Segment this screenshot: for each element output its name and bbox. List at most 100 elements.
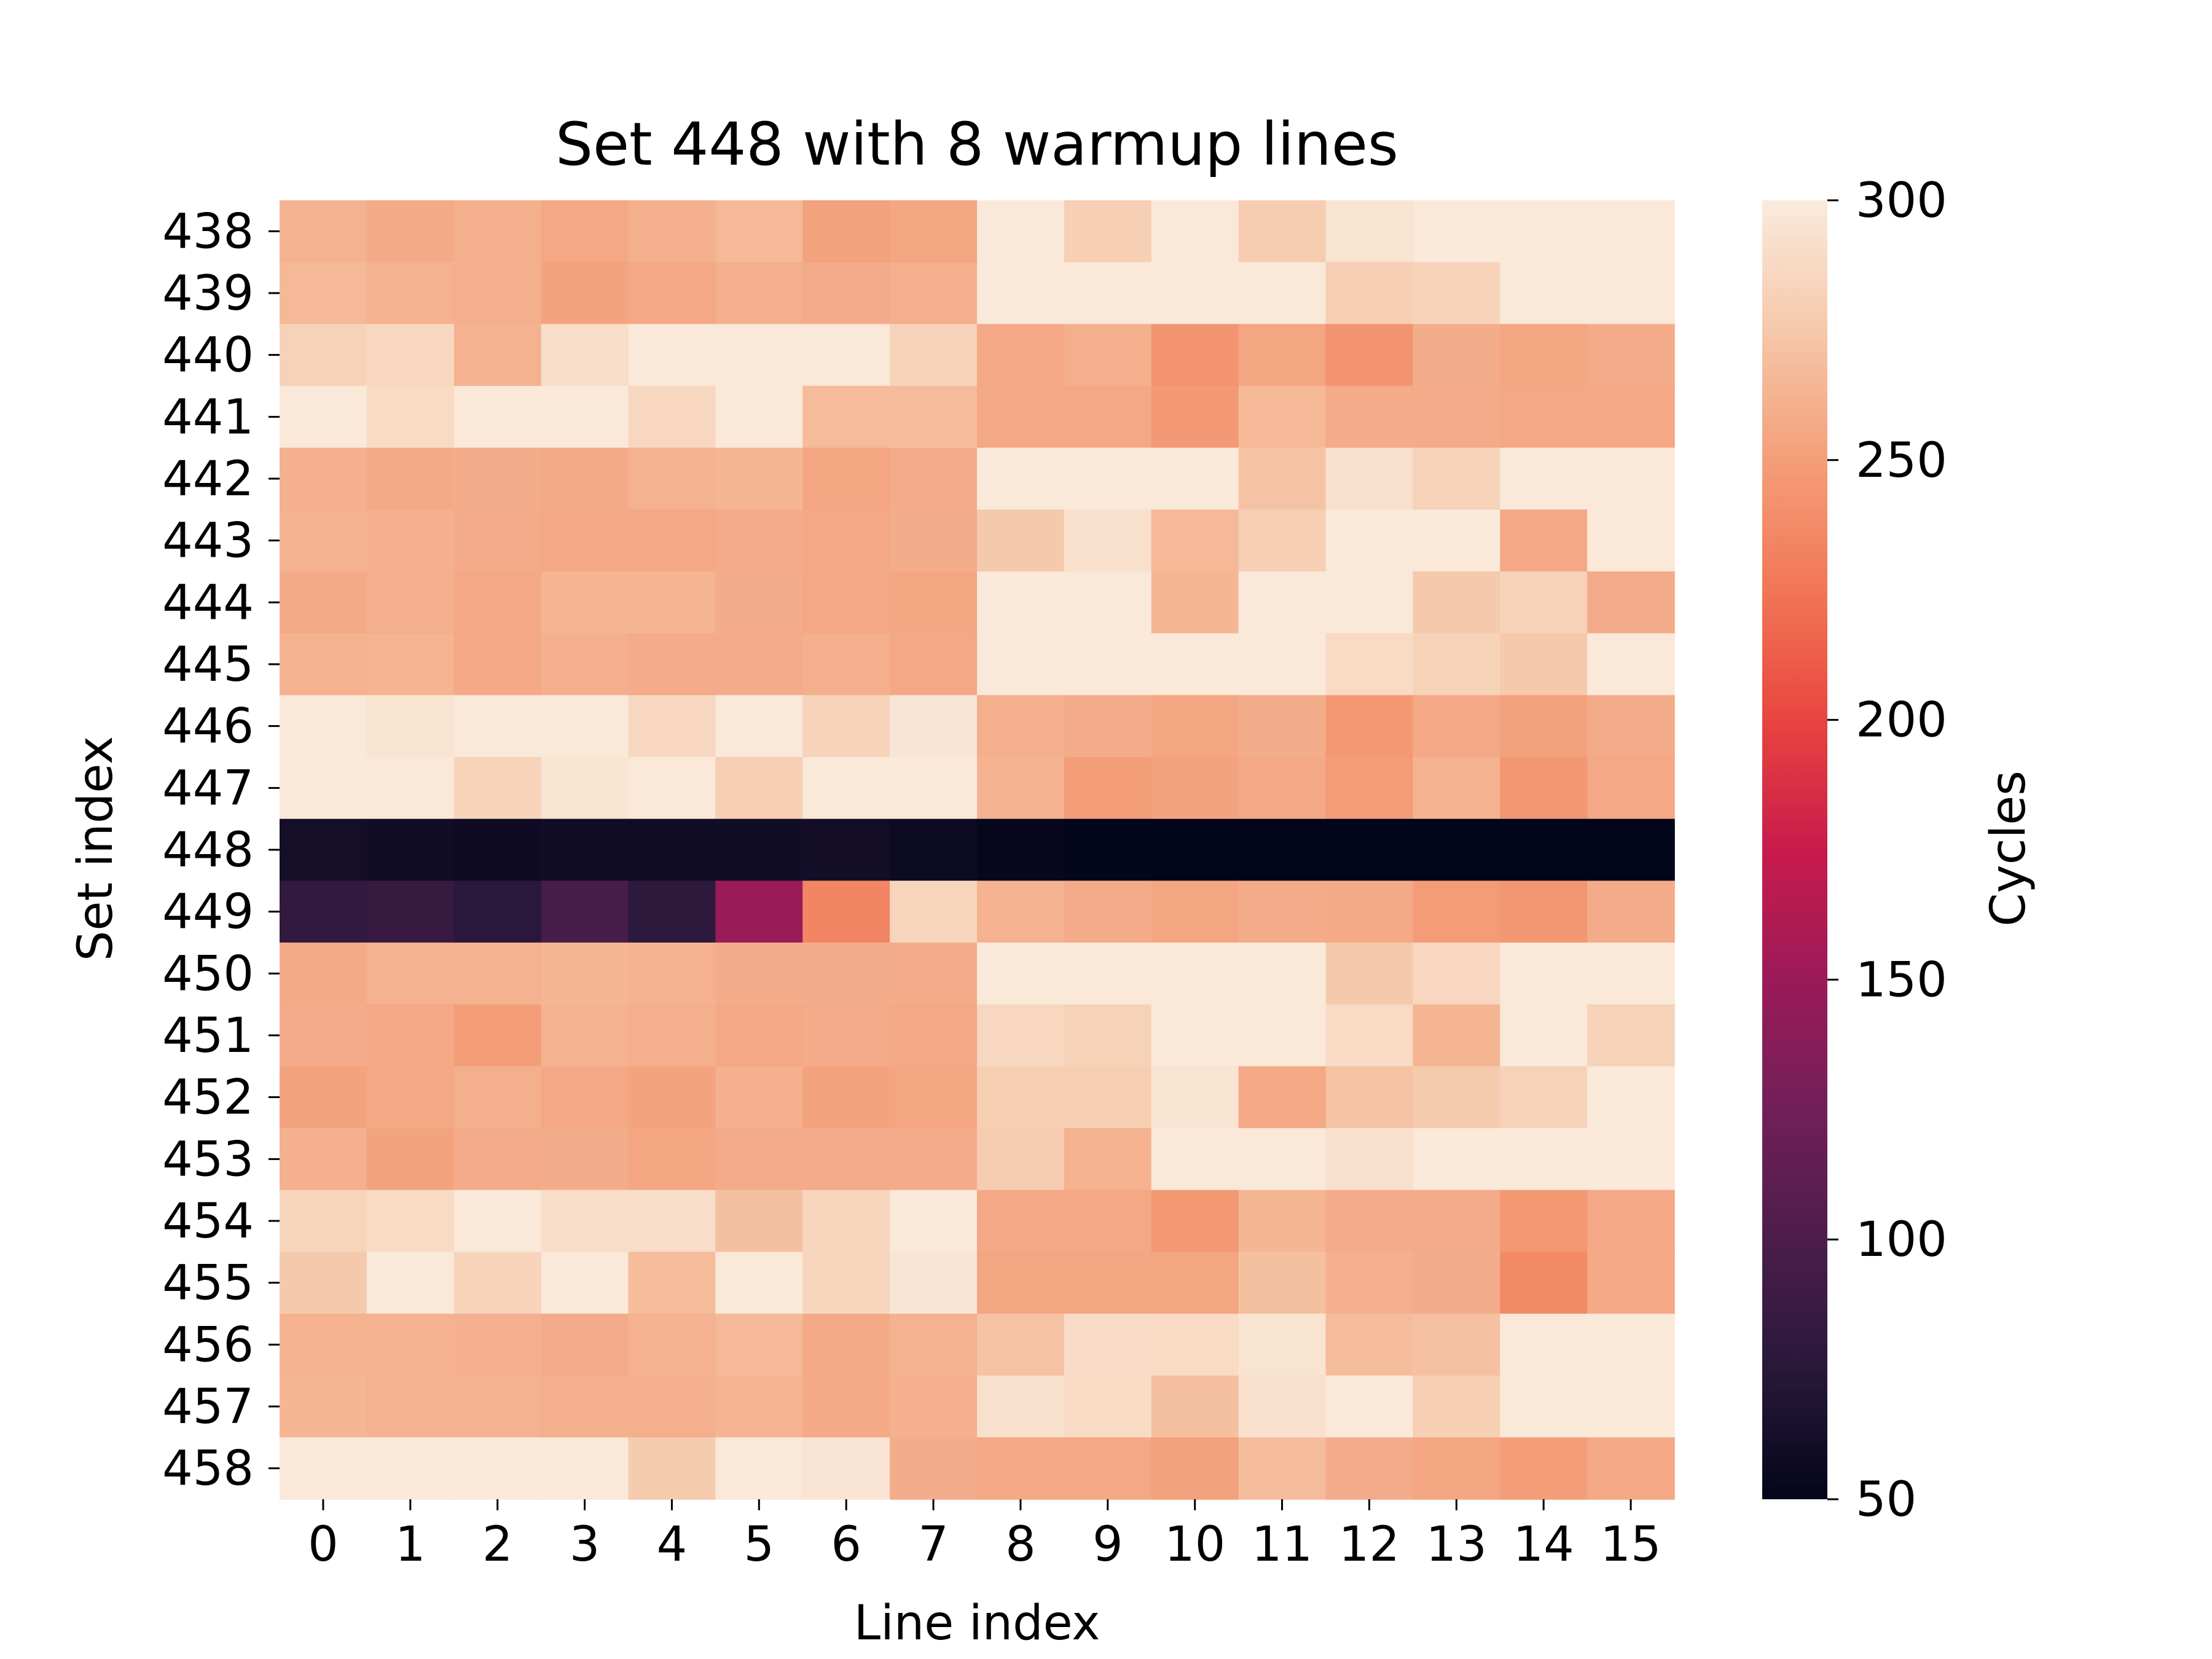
heatmap-cell <box>890 571 978 634</box>
heatmap-cell <box>802 943 890 1005</box>
heatmap-cell <box>1587 1375 1675 1438</box>
heatmap-cell <box>1413 757 1501 820</box>
heatmap-cell <box>1413 1066 1501 1129</box>
heatmap-cell <box>1325 447 1414 511</box>
heatmap-cell <box>1413 571 1501 634</box>
heatmap-cell <box>628 880 716 943</box>
heatmap-cell <box>1587 943 1675 1005</box>
heatmap-cell <box>977 386 1065 449</box>
heatmap-cell <box>628 943 716 1005</box>
heatmap-cell <box>541 695 629 758</box>
heatmap-cell <box>715 695 804 758</box>
x-tick-label: 7 <box>918 1517 949 1572</box>
heatmap-cell <box>1151 324 1239 386</box>
heatmap-cell <box>280 1252 367 1314</box>
heatmap-cell <box>977 943 1065 1005</box>
heatmap-cell <box>1151 1437 1239 1500</box>
heatmap-cell <box>977 1314 1065 1376</box>
heatmap-cell <box>366 571 455 634</box>
heatmap-cell <box>453 1375 542 1438</box>
y-tick-label: 442 <box>162 452 254 507</box>
heatmap-cell <box>1325 1252 1414 1314</box>
heatmap-cell <box>802 1190 890 1253</box>
heatmap-cell <box>628 818 716 882</box>
heatmap-cell <box>453 509 542 572</box>
chart-title: Set 448 with 8 warmup lines <box>555 110 1398 179</box>
heatmap-cell <box>366 200 455 263</box>
heatmap-cell <box>1151 1128 1239 1191</box>
heatmap-cell <box>628 262 716 325</box>
heatmap-cell <box>541 1004 629 1067</box>
heatmap-cell <box>1413 633 1501 696</box>
heatmap-cell <box>541 571 629 634</box>
colorbar-gradient <box>1762 200 1827 1499</box>
colorbar-tick-label: 150 <box>1856 952 1947 1008</box>
heatmap-cell <box>1587 757 1675 820</box>
heatmap-cell <box>1325 509 1414 572</box>
y-tick-label: 449 <box>162 885 254 940</box>
heatmap-cell <box>1151 262 1239 325</box>
heatmap-cell <box>1325 262 1414 325</box>
heatmap-cell <box>1238 695 1327 758</box>
x-tick-label: 4 <box>657 1517 688 1572</box>
heatmap-cell <box>977 509 1065 572</box>
x-tick-label: 15 <box>1600 1517 1661 1572</box>
heatmap-cell <box>1238 1004 1327 1067</box>
heatmap-cell <box>1500 1375 1588 1438</box>
heatmap-cell <box>1151 1066 1239 1129</box>
heatmap-cell <box>715 880 804 943</box>
x-tick-label: 2 <box>482 1517 513 1572</box>
heatmap-cell <box>366 1004 455 1067</box>
heatmap-cell <box>1587 571 1675 634</box>
heatmap-cell <box>890 262 978 325</box>
heatmap-cell <box>280 1190 367 1253</box>
heatmap-cell <box>453 1190 542 1253</box>
heatmap-cell <box>977 880 1065 943</box>
heatmap-cell <box>1325 1128 1414 1191</box>
heatmap-cell <box>280 633 367 696</box>
x-tick-label: 12 <box>1339 1517 1400 1572</box>
heatmap-cell <box>1587 1128 1675 1191</box>
heatmap-cell <box>890 509 978 572</box>
heatmap-cell <box>1151 1004 1239 1067</box>
heatmap-cell <box>802 1314 890 1376</box>
heatmap-cell <box>715 757 804 820</box>
heatmap-cell <box>1413 1314 1501 1376</box>
heatmap-cell <box>453 447 542 511</box>
heatmap-cell <box>1500 262 1588 325</box>
y-tick-label: 458 <box>162 1441 254 1497</box>
heatmap-cell <box>802 757 890 820</box>
heatmap-cell <box>1413 818 1501 882</box>
heatmap-cell <box>628 1437 716 1500</box>
heatmap-cell <box>890 818 978 882</box>
heatmap-cell <box>890 1252 978 1314</box>
heatmap-cell <box>715 1190 804 1253</box>
heatmap-cell <box>628 324 716 386</box>
heatmap-cell <box>1325 1190 1414 1253</box>
heatmap-cell <box>453 818 542 882</box>
heatmap-cell <box>1151 386 1239 449</box>
heatmap-cell <box>890 1190 978 1253</box>
heatmap-cell <box>802 447 890 511</box>
heatmap-cell <box>715 1252 804 1314</box>
heatmap-cell <box>1064 1375 1152 1438</box>
heatmap-cell <box>1500 1437 1588 1500</box>
heatmap-cell <box>1238 757 1327 820</box>
heatmap-cell <box>1413 1437 1501 1500</box>
heatmap-cell <box>1064 1066 1152 1129</box>
x-tick-label: 11 <box>1252 1517 1312 1572</box>
heatmap-cell <box>1151 757 1239 820</box>
heatmap-cell <box>453 1252 542 1314</box>
colorbar-tick-label: 300 <box>1856 173 1947 229</box>
heatmap-cell <box>1238 880 1327 943</box>
heatmap-cell <box>1238 324 1327 386</box>
heatmap-cell <box>1587 262 1675 325</box>
heatmap-cell <box>1413 200 1501 263</box>
heatmap-cell <box>541 943 629 1005</box>
heatmap-cell <box>1238 1252 1327 1314</box>
heatmap-cell <box>1413 880 1501 943</box>
heatmap-cell <box>1064 1252 1152 1314</box>
heatmap-cell <box>890 1004 978 1067</box>
heatmap-cell <box>1151 571 1239 634</box>
heatmap-cell <box>1325 943 1414 1005</box>
